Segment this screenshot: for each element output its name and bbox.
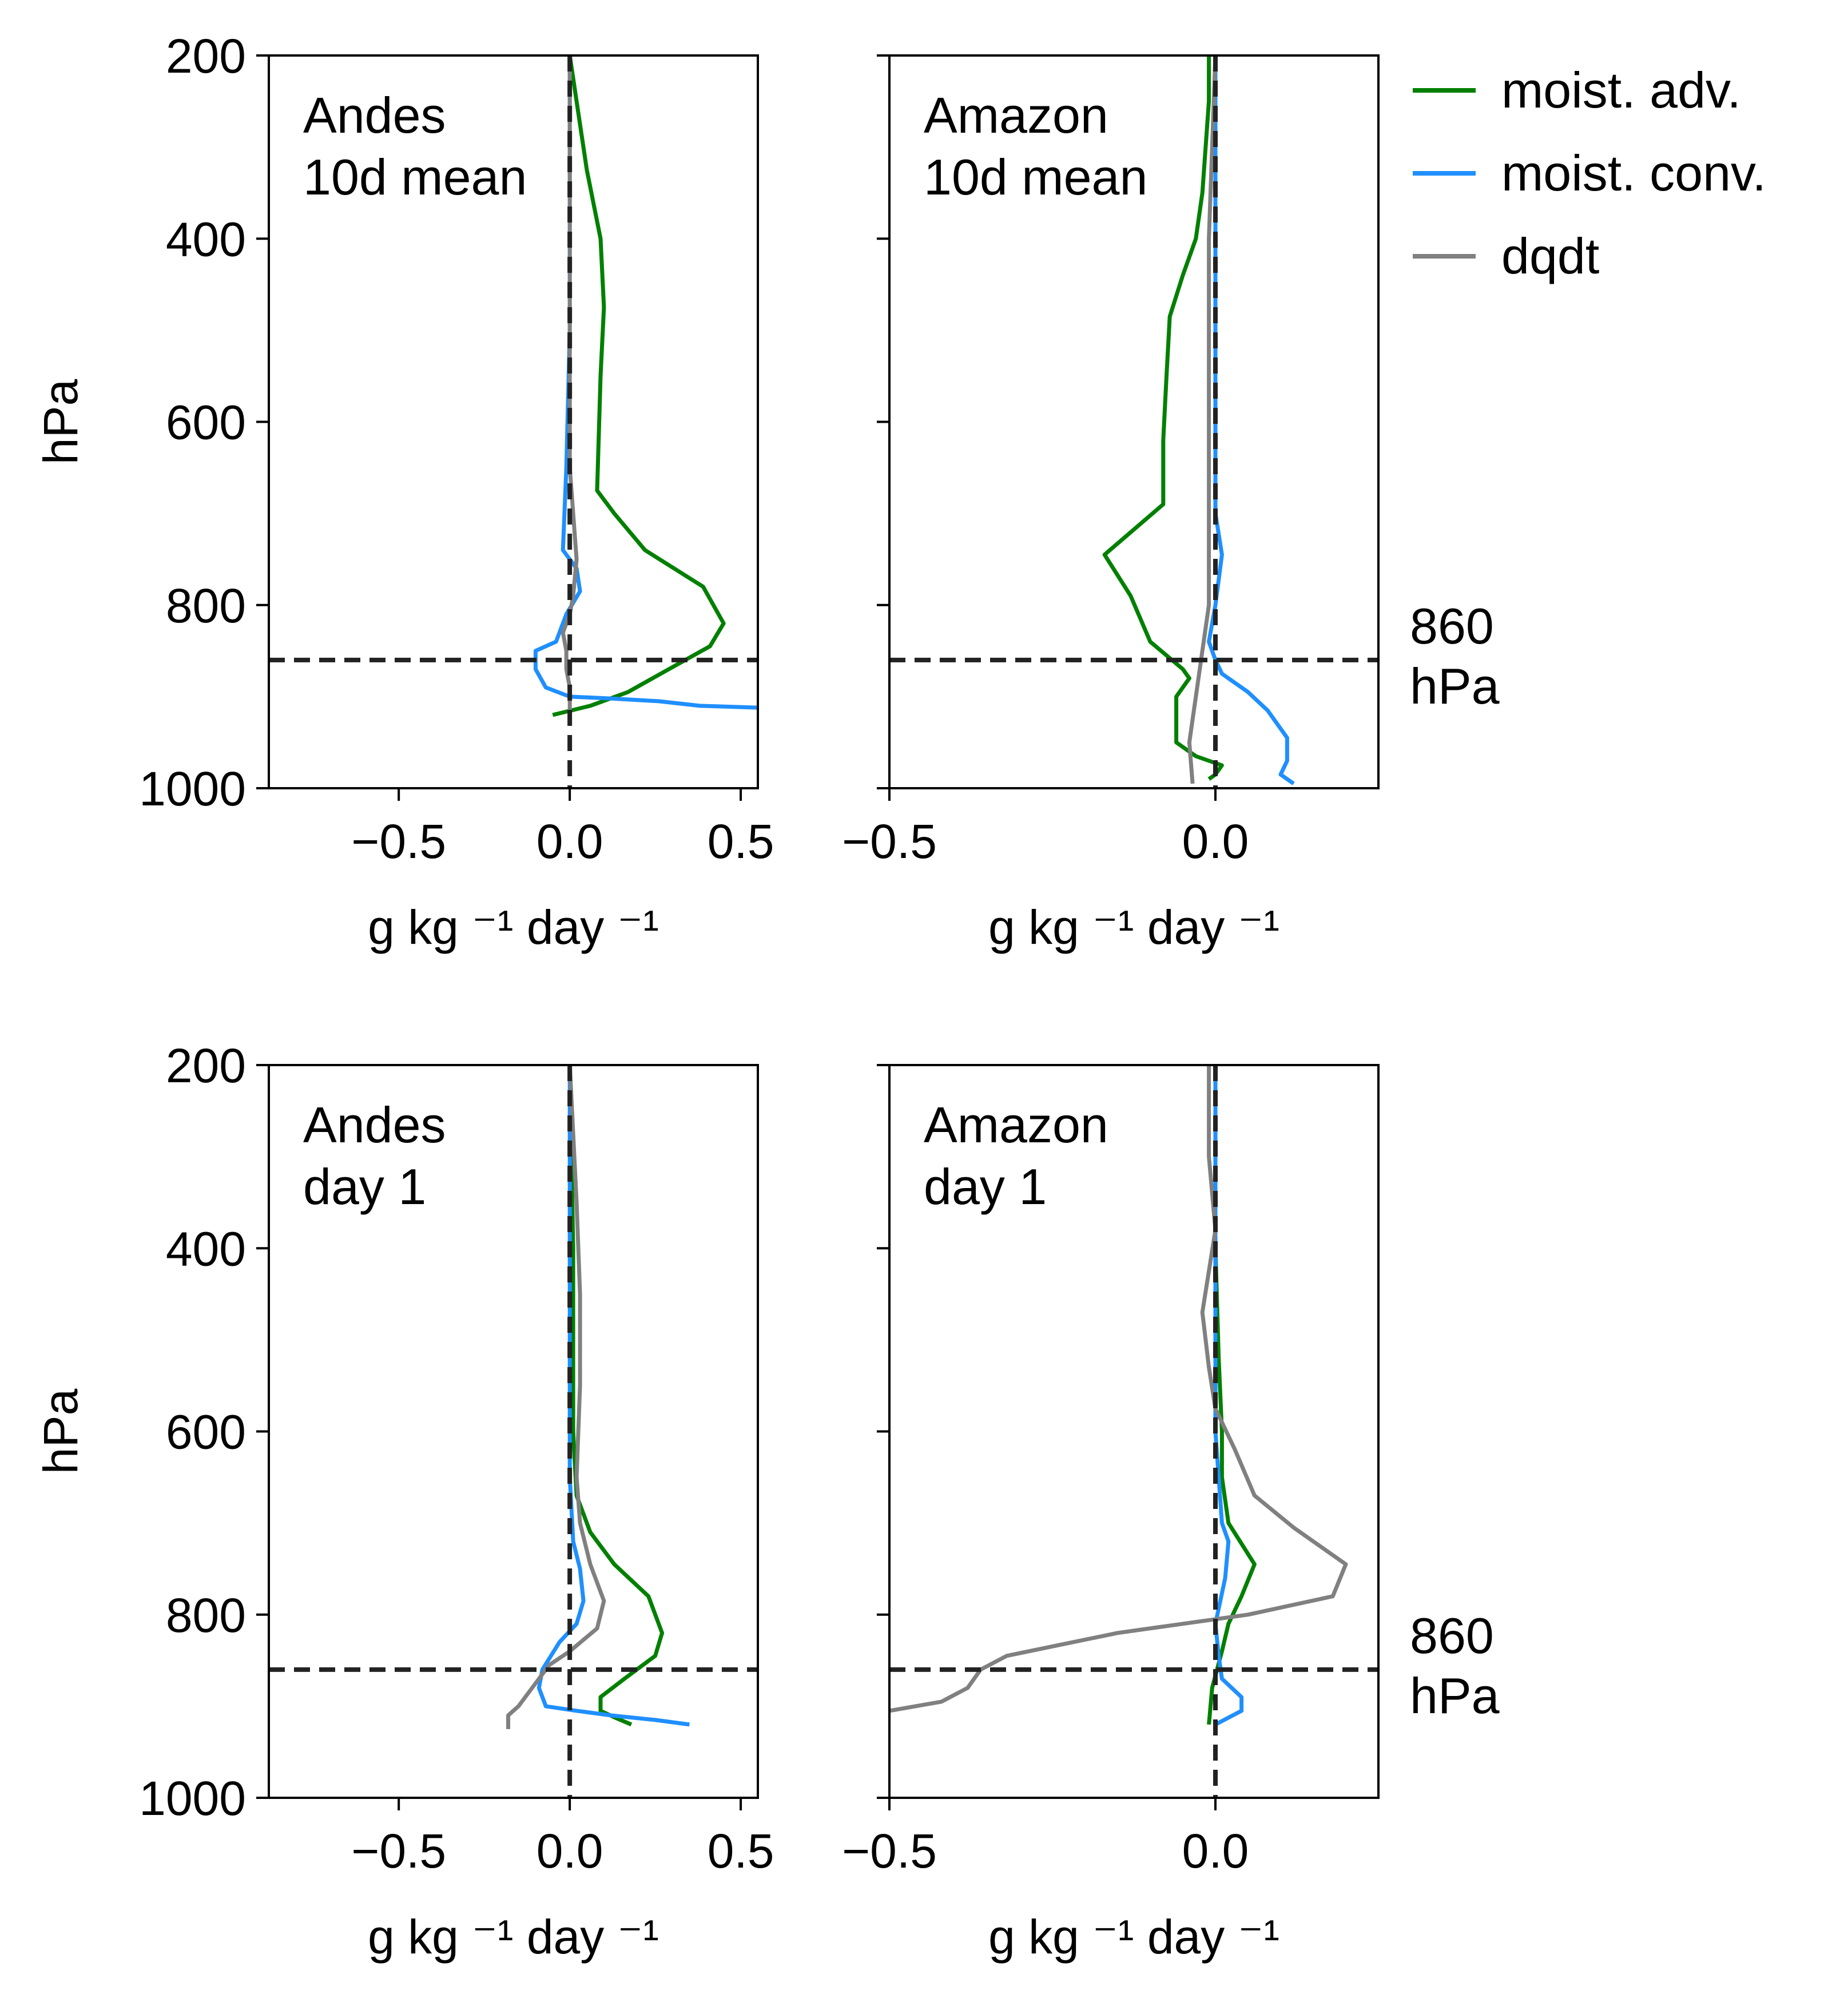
series-line-moist-adv <box>567 1065 665 1727</box>
ref-label-top-unit: hPa <box>1410 658 1500 714</box>
panel-title-line: Andes <box>303 1097 446 1153</box>
x-tick-label: −0.5 <box>351 1824 446 1878</box>
chart-panel-1: 200 400 600 800 1000 −0.5 0.0 0.5 g kg ⁻¹ day ⁻¹… <box>34 29 774 954</box>
panel-title-line: 10d mean <box>303 149 527 205</box>
x-tick-label: −0.5 <box>842 815 937 868</box>
plot-area <box>889 55 1378 788</box>
series-line-moist-adv <box>552 55 726 717</box>
series-line-dqdt <box>889 1065 1348 1713</box>
x-axis-label: g kg ⁻¹ day ⁻¹ <box>988 900 1279 954</box>
plot-area <box>269 55 758 788</box>
plot-area <box>269 1065 758 1798</box>
y-tick-label: 600 <box>166 1405 246 1459</box>
x-tick-label: 0.0 <box>536 815 603 868</box>
plot-area <box>889 1065 1378 1798</box>
x-tick-label: 0.0 <box>1182 1824 1249 1878</box>
y-tick-label: 800 <box>166 1588 246 1642</box>
legend-label-dqdt: dqdt <box>1501 228 1599 284</box>
x-axis-label: g kg ⁻¹ day ⁻¹ <box>988 1910 1279 1964</box>
x-tick-label: −0.5 <box>842 1824 937 1878</box>
panel-title-line: Amazon <box>924 87 1108 144</box>
ref-label-bottom-unit: hPa <box>1410 1667 1500 1724</box>
series-line-moist-conv <box>1207 55 1295 785</box>
reference-labels: 860 hPa 860 hPa <box>1410 598 1500 1724</box>
x-tick-label: −0.5 <box>351 815 446 868</box>
panel-title-line: day 1 <box>924 1158 1047 1215</box>
y-tick-label: 1000 <box>139 1771 246 1825</box>
x-tick-label: 0.5 <box>708 815 774 868</box>
series-line-dqdt <box>506 1065 606 1729</box>
legend-label-moist-conv: moist. conv. <box>1501 145 1766 201</box>
series-line-dqdt <box>1187 55 1218 784</box>
chart-panels: 200 400 600 800 1000 −0.5 0.0 0.5 g kg ⁻¹ day ⁻¹… <box>34 29 1380 1964</box>
panel-title-line: day 1 <box>303 1158 426 1215</box>
panel-title-line: Amazon <box>924 1097 1108 1153</box>
chart-panel-3: 200 400 600 800 1000 −0.5 0.0 0.5 g kg ⁻¹ day ⁻¹… <box>34 1039 774 1964</box>
legend-label-moist-adv: moist. adv. <box>1501 62 1741 118</box>
x-axis-label: g kg ⁻¹ day ⁻¹ <box>368 1910 659 1964</box>
y-tick-label: 1000 <box>139 762 246 816</box>
legend: moist. adv. moist. conv. dqdt <box>1413 62 1766 284</box>
y-tick-label: 600 <box>166 396 246 450</box>
y-axis-label: hPa <box>34 379 88 464</box>
x-tick-label: 0.5 <box>708 1824 774 1878</box>
y-axis-label: hPa <box>34 1388 88 1474</box>
y-tick-label: 200 <box>166 1039 246 1093</box>
panel-title-line: Andes <box>303 87 446 144</box>
ref-label-top-value: 860 <box>1410 598 1494 654</box>
y-tick-label: 400 <box>166 1222 246 1276</box>
x-tick-label: 0.0 <box>536 1824 603 1878</box>
series-line-moist-conv <box>533 55 758 710</box>
x-tick-label: 0.0 <box>1182 815 1249 868</box>
y-tick-label: 200 <box>166 29 246 83</box>
series-line-moist-conv <box>536 1065 690 1727</box>
x-axis-label: g kg ⁻¹ day ⁻¹ <box>368 900 659 954</box>
ref-label-bottom-value: 860 <box>1410 1607 1494 1664</box>
y-tick-label: 400 <box>166 212 246 266</box>
panel-title-line: 10d mean <box>924 149 1147 205</box>
y-tick-label: 800 <box>166 579 246 633</box>
